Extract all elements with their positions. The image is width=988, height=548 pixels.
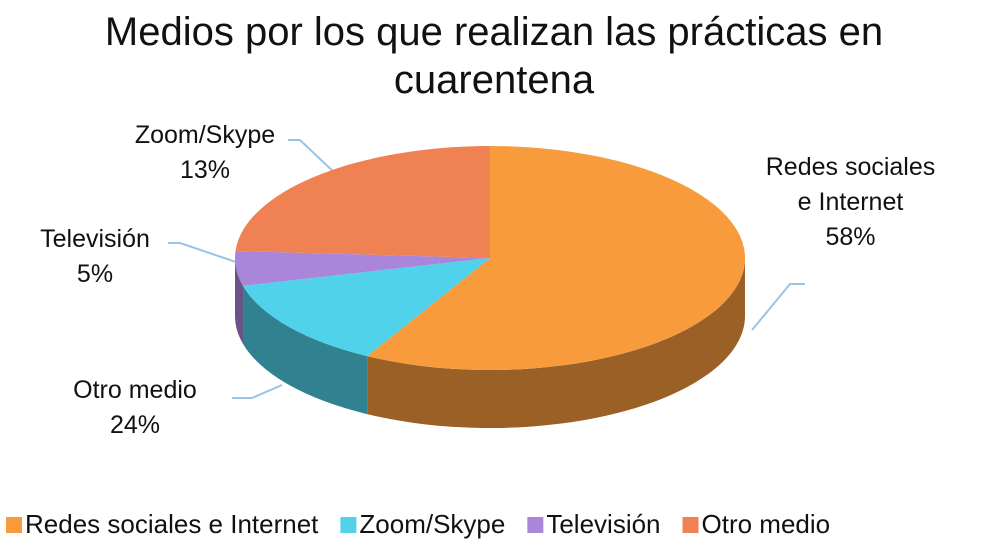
data-label-name: Zoom/Skype xyxy=(134,121,276,149)
data-label-value: 24% xyxy=(109,411,161,439)
data-label-name: Televisión xyxy=(40,225,150,253)
data-label-value: 13% xyxy=(179,156,231,184)
leader-line xyxy=(168,242,237,263)
data-label-value: 5% xyxy=(76,260,114,288)
leader-line xyxy=(288,139,339,177)
legend-label: Televisión xyxy=(546,509,660,539)
legend-swatch xyxy=(527,517,544,533)
pie-slice xyxy=(235,146,490,258)
leader-line xyxy=(751,283,805,331)
legend-label: Zoom/Skype xyxy=(359,509,505,539)
title-text: Medios por los que realizan las práctica… xyxy=(104,10,884,102)
pie-slice xyxy=(243,258,490,357)
data-label-value: 58% xyxy=(825,223,876,251)
pie-side xyxy=(243,285,368,415)
data-label-name: Otro medio xyxy=(73,376,197,404)
pie-side xyxy=(367,258,745,428)
data-label: Televisión 5% xyxy=(10,222,180,292)
pie-slice xyxy=(367,146,745,371)
legend-swatch xyxy=(6,517,22,533)
pie-slice xyxy=(235,250,490,286)
legend-swatch xyxy=(682,517,699,533)
pie-side xyxy=(235,258,244,344)
chart-title: Medios por los que realizan las práctica… xyxy=(0,8,988,104)
leader-line xyxy=(232,384,283,399)
data-label-name: Redes sociales e Internet xyxy=(765,153,936,216)
legend-swatch xyxy=(340,517,357,533)
data-label: Zoom/Skype 13% xyxy=(120,118,290,188)
data-label: Redes sociales e Internet 58% xyxy=(763,150,938,255)
data-label: Otro medio 24% xyxy=(50,373,220,443)
legend-label: Redes sociales e Internet xyxy=(25,509,319,539)
legend-label: Otro medio xyxy=(702,509,831,539)
